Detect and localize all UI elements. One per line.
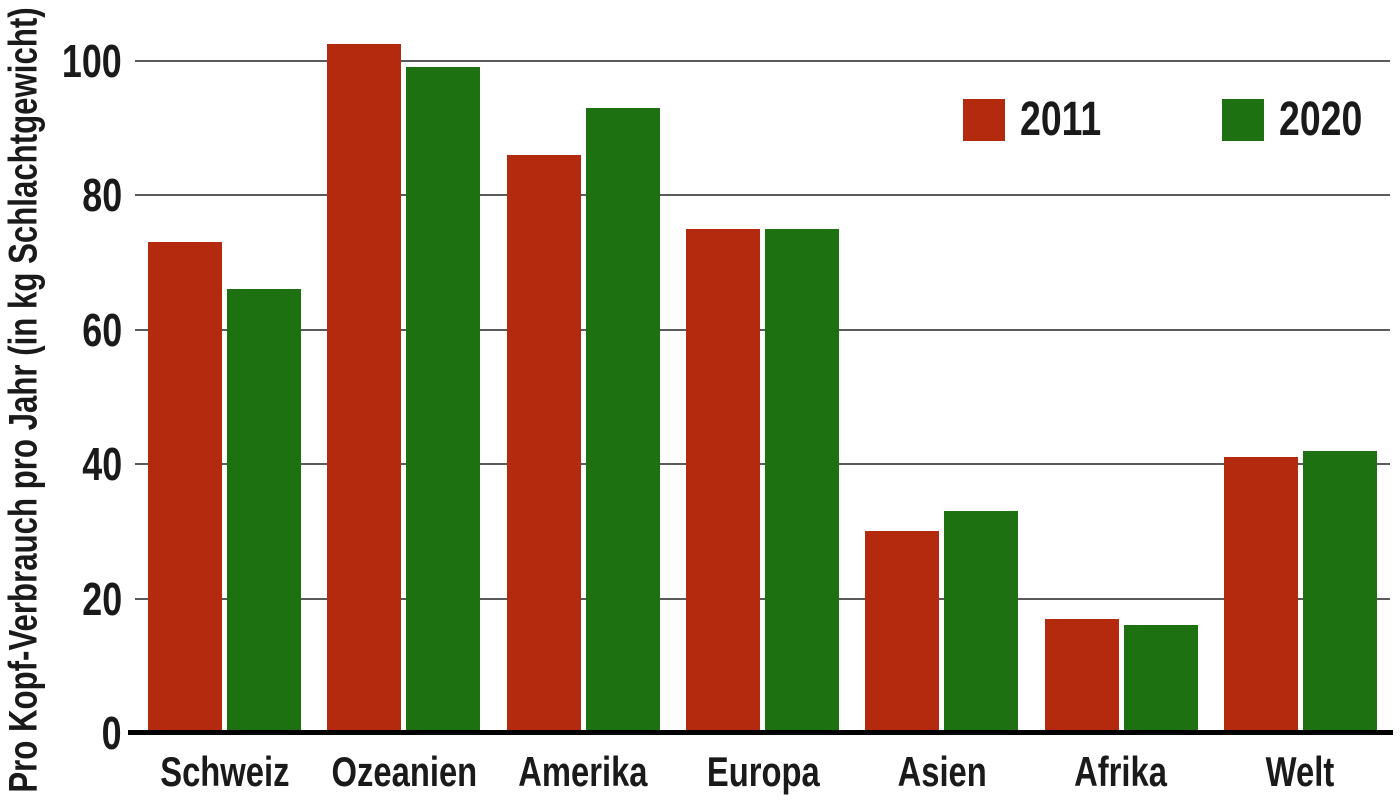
legend-swatch-2011 xyxy=(963,99,1006,141)
bar-2020-asien xyxy=(944,511,1018,733)
gridline-y-60 xyxy=(135,328,1390,331)
x-tick-label-asien: Asien xyxy=(842,748,1042,796)
x-tick-text: Afrika xyxy=(1074,748,1168,795)
x-axis-line xyxy=(128,730,1393,735)
bar-2020-europa xyxy=(765,229,839,733)
legend: 2011 2020 xyxy=(963,96,1386,144)
y-tick-text: 0 xyxy=(102,707,122,759)
x-tick-label-schweiz: Schweiz xyxy=(125,748,325,796)
x-tick-text: Welt xyxy=(1265,748,1335,795)
bar-2011-asien xyxy=(865,531,939,733)
x-tick-text: Europa xyxy=(706,748,820,795)
y-tick-text: 20 xyxy=(82,572,122,625)
bar-2011-ozeanien xyxy=(327,44,401,733)
y-tick-label-100: 100 xyxy=(0,36,122,86)
bar-2020-schweiz xyxy=(227,289,301,733)
y-tick-label-20: 20 xyxy=(0,574,122,624)
legend-item-2011: 2011 xyxy=(963,96,1124,144)
y-tick-label-80: 80 xyxy=(0,170,122,220)
x-tick-label-afrika: Afrika xyxy=(1021,748,1221,796)
bar-2011-amerika xyxy=(507,155,581,733)
x-tick-label-amerika: Amerika xyxy=(483,748,683,796)
bar-2011-schweiz xyxy=(148,242,222,733)
legend-label-text: 2020 xyxy=(1279,93,1363,146)
bar-2011-welt xyxy=(1224,457,1298,733)
gridline-y-40 xyxy=(135,463,1390,466)
legend-label-2011: 2011 xyxy=(1020,96,1124,144)
x-tick-label-europa: Europa xyxy=(663,748,863,796)
bar-2020-afrika xyxy=(1124,625,1198,733)
x-tick-text: Amerika xyxy=(518,748,648,795)
y-tick-text: 100 xyxy=(62,34,122,87)
legend-swatch-2020 xyxy=(1222,99,1265,141)
y-tick-label-0: 0 xyxy=(0,708,122,758)
legend-label-text: 2011 xyxy=(1020,93,1102,146)
y-axis-label-text: Pro Kopf-Verbrauch pro Jahr (in kg Schla… xyxy=(1,7,46,793)
bar-2011-europa xyxy=(686,229,760,733)
x-tick-label-welt: Welt xyxy=(1200,748,1400,796)
bar-2020-amerika xyxy=(586,108,660,733)
plot-area xyxy=(128,27,1393,735)
bar-2011-afrika xyxy=(1045,619,1119,733)
bar-2020-ozeanien xyxy=(406,67,480,733)
y-tick-text: 40 xyxy=(82,438,122,491)
legend-label-2020: 2020 xyxy=(1279,96,1386,144)
x-tick-text: Schweiz xyxy=(160,748,290,795)
gridline-y-80 xyxy=(135,194,1390,197)
y-tick-label-60: 60 xyxy=(0,305,122,355)
x-tick-label-ozeanien: Ozeanien xyxy=(304,748,504,796)
gridline-y-20 xyxy=(135,597,1390,600)
y-tick-text: 80 xyxy=(82,169,122,222)
x-tick-text: Ozeanien xyxy=(331,748,477,795)
x-tick-text: Asien xyxy=(897,748,987,795)
legend-item-2020: 2020 xyxy=(1222,96,1386,144)
gridline-y-100 xyxy=(135,59,1390,62)
y-tick-label-40: 40 xyxy=(0,439,122,489)
y-axis-label: Pro Kopf-Verbrauch pro Jahr (in kg Schla… xyxy=(2,0,47,800)
bar-2020-welt xyxy=(1303,451,1377,733)
y-tick-text: 60 xyxy=(82,303,122,356)
